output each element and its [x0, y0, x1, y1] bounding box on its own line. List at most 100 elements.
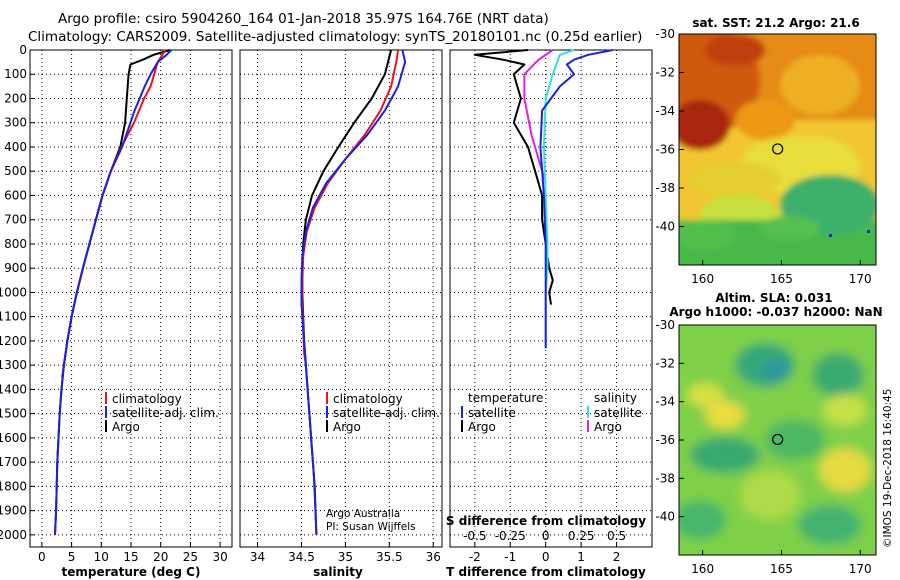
- series-line-satellite-adj-clim-: [54, 49, 173, 535]
- imos-timestamp: ©IMOS 19-Dec-2018 16:40:45: [882, 389, 894, 548]
- x-tick-label: 35: [338, 550, 353, 564]
- y-tick-label: 1200: [0, 334, 27, 348]
- map-x-tick-label: 170: [849, 272, 872, 286]
- y-tick-label: 800: [4, 237, 27, 251]
- legend-temperature-title: temperature: [468, 391, 543, 405]
- map-y-tick-label: -34: [655, 104, 675, 118]
- series-line-s-argo: [523, 49, 554, 184]
- x-tick-label: 34: [250, 550, 265, 564]
- map-y-tick-label: -30: [655, 27, 675, 41]
- y-tick-label: 100: [4, 67, 27, 81]
- argo-location-marker: [772, 433, 784, 446]
- argo-location-marker: [772, 143, 784, 155]
- x-tick-label: 30: [212, 550, 227, 564]
- tdiff-xlabel: T difference from climatology: [446, 565, 646, 579]
- map-y-tick-label: -36: [655, 433, 675, 447]
- map-y-tick-label: -38: [655, 471, 675, 485]
- credit-line2: PI: Susan Wijffels: [326, 521, 416, 533]
- y-tick-label: 300: [4, 116, 27, 130]
- sla-map: Altim. SLA: 0.031 Argo h1000: -0.037 h20…: [655, 291, 882, 576]
- x-tick-label: 34.5: [288, 550, 315, 564]
- y-tick-label: 1700: [0, 455, 27, 469]
- map-y-tick-label: -40: [655, 220, 675, 234]
- series-line-t-satellite: [539, 49, 614, 349]
- difference-profiles: [473, 49, 614, 349]
- map-y-tick-label: -32: [655, 356, 675, 370]
- legend-s-satellite-label: satellite: [594, 406, 642, 420]
- sla-map-subtitle: Argo h1000: -0.037 h2000: NaN: [669, 305, 882, 319]
- temperature-axis-ticks: 0 5 10 15 20 25 30: [38, 542, 228, 564]
- legend-argo-label: Argo: [333, 420, 361, 434]
- x2-tick-label: -0.25: [495, 529, 526, 543]
- y-tick-label: 2000: [0, 528, 27, 542]
- credit-line1: Argo Australia: [326, 508, 400, 520]
- series-line-t-argo: [473, 49, 554, 305]
- series-line-climatology: [61, 49, 167, 378]
- sst-map: sat. SST: 21.2 Argo: 21.6 1: [655, 16, 877, 286]
- y-tick-label: 200: [4, 91, 27, 105]
- sla-map-image: [679, 325, 876, 555]
- y-tick-label: 0: [19, 43, 27, 57]
- series-line-argo: [301, 49, 393, 535]
- y-tick-label: 1300: [0, 358, 27, 372]
- map-x-tick-label: 160: [691, 272, 714, 286]
- y-tick-label: 400: [4, 140, 27, 154]
- x2-tick-label: 0.25: [568, 529, 595, 543]
- series-line-climatology: [301, 49, 400, 366]
- legend-salinity-title: salinity: [594, 391, 637, 405]
- map-y-tick-label: -34: [655, 395, 675, 409]
- x-tick-label: 15: [123, 550, 138, 564]
- map-x-tick-label: 165: [770, 562, 793, 576]
- legend-argo-label: Argo: [112, 420, 140, 434]
- salinity-profiles: [300, 49, 407, 535]
- salinity-xlabel: salinity: [313, 565, 363, 579]
- series-line-s-satellite: [542, 49, 575, 349]
- x-tick-label: -1: [504, 550, 516, 564]
- y-tick-label: 1600: [0, 431, 27, 445]
- map-x-tick-label: 165: [770, 272, 793, 286]
- header-title-line1: Argo profile: csiro 5904260_164 01-Jan-2…: [58, 11, 549, 27]
- map-x-tick-label: 170: [849, 562, 872, 576]
- y-tick-label: 1500: [0, 407, 27, 421]
- y-tick-label: 1900: [0, 504, 27, 518]
- x-tick-label: 20: [153, 550, 168, 564]
- difference-panel: -2 -1 0 1 2 -0.5 -0.25 0 0.25 0.5 S difference f…: [446, 49, 653, 579]
- x-tick-label: 10: [94, 550, 109, 564]
- y-tick-label: 700: [4, 213, 27, 227]
- legend-satellite-label: satellite-adj. clim.: [333, 406, 440, 420]
- x2-tick-label: -0.5: [463, 529, 486, 543]
- y-tick-label: 1800: [0, 479, 27, 493]
- x-tick-label: 0: [542, 550, 550, 564]
- difference-gridlines: [450, 49, 652, 547]
- difference-legend: temperature satellite Argo salinity sate…: [461, 391, 642, 434]
- sla-map-title: Altim. SLA: 0.031: [715, 291, 832, 305]
- legend-t-argo-label: Argo: [468, 420, 496, 434]
- x-tick-label: 1: [577, 550, 585, 564]
- sdiff-xlabel: S difference from climatology: [446, 514, 646, 528]
- x-tick-label: 35.5: [376, 550, 403, 564]
- temperature-legend: climatology satellite-adj. clim. Argo: [105, 392, 219, 434]
- map-y-tick-label: -30: [655, 318, 675, 332]
- header-title-line2: Climatology: CARS2009. Satellite-adjuste…: [28, 29, 642, 45]
- y-tick-label: 1100: [0, 310, 27, 324]
- salinity-plot-frame: [239, 49, 443, 548]
- tdiff-axis-ticks: -2 -1 0 1 2: [469, 542, 621, 564]
- x2-tick-label: 0: [542, 529, 550, 543]
- x-tick-label: 5: [68, 550, 76, 564]
- legend-satellite-label: satellite-adj. clim.: [112, 406, 219, 420]
- legend-climatology-label: climatology: [333, 392, 403, 406]
- map-y-tick-label: -40: [655, 510, 675, 524]
- temperature-gridlines: [30, 49, 232, 547]
- sst-map-ticks: 160 165 170 -30 -32 -34 -36 -38 -40: [655, 27, 871, 286]
- sst-map-image: [679, 34, 876, 265]
- y-tick-label: 1400: [0, 382, 27, 396]
- series-line-argo: [54, 49, 171, 535]
- y-tick-label: 1000: [0, 285, 27, 299]
- series-line-satellite-adj-clim-: [300, 49, 407, 535]
- legend-t-satellite-label: satellite: [468, 406, 516, 420]
- salinity-gridlines: [240, 49, 442, 547]
- map-y-tick-label: -36: [655, 143, 675, 157]
- x-tick-label: 2: [613, 550, 621, 564]
- sst-map-title: sat. SST: 21.2 Argo: 21.6: [692, 16, 859, 30]
